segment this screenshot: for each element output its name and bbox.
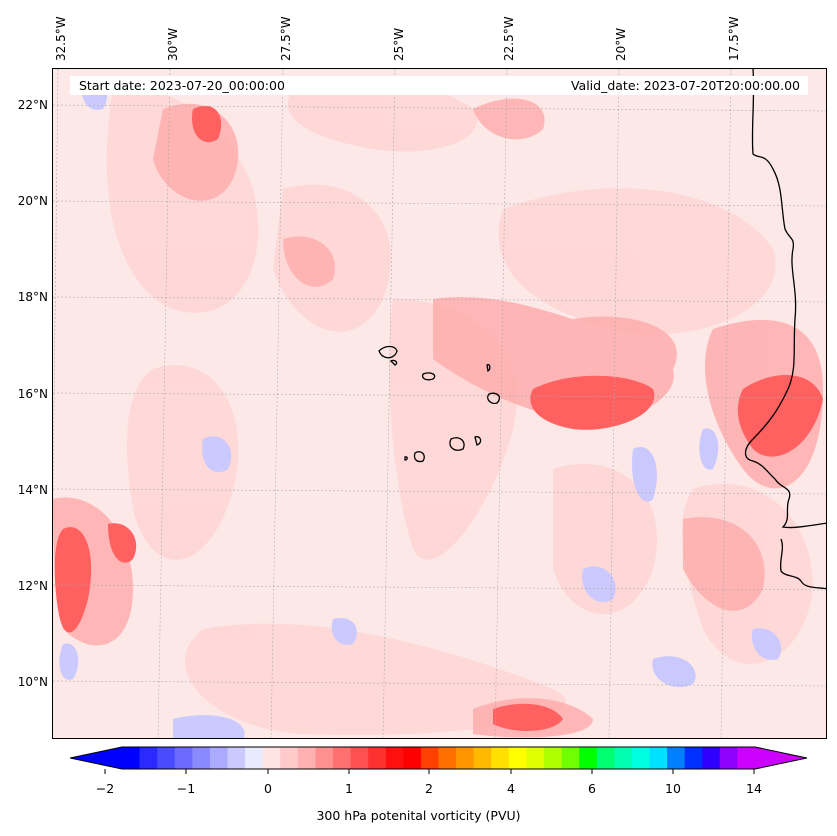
colorbar-swatch [403,747,422,769]
pv-contours-light [106,78,813,736]
colorbar-tick-label: −2 [95,781,115,796]
colorbar-swatch [297,747,316,769]
colorbar-title: 300 hPa potenital vorticity (PVU) [316,808,521,823]
latitude-label: 10°N [17,675,48,689]
colorbar-swatch [385,747,404,769]
longitude-label: 32.5°W [54,16,68,61]
colorbar [70,746,808,774]
latitude-label: 16°N [17,387,48,401]
info-bar [70,76,808,95]
colorbar-swatch [227,747,246,769]
colorbar-swatch [262,747,281,769]
colorbar-swatch [579,747,598,769]
colorbar-swatch [350,747,369,769]
latitude-label: 20°N [17,194,48,208]
longitude-label: 30°W [166,27,180,61]
colorbar-swatch [122,747,141,769]
colorbar-swatch [192,747,211,769]
colorbar-swatch [174,747,193,769]
colorbar-swatch [631,747,650,769]
latitude-label: 14°N [17,483,48,497]
colorbar-swatch [719,747,738,769]
colorbar-swatch [280,747,299,769]
start-date-label: Start date: 2023-07-20_00:00:00 [79,78,285,93]
colorbar-tick-label: 6 [588,781,596,796]
colorbar-swatch [491,747,510,769]
colorbar-swatch [368,747,387,769]
colorbar-swatch [737,747,756,769]
cape-verde-islands [378,345,501,463]
colorbar-extend-min [70,747,122,769]
colorbar-swatch [245,747,264,769]
latitude-label: 18°N [17,290,48,304]
colorbar-swatch [667,747,686,769]
longitude-label: 27.5°W [279,16,293,61]
colorbar-swatch [315,747,334,769]
colorbar-tick-label: 14 [746,781,762,796]
graticule [53,69,826,738]
colorbar-extend-max [755,747,807,769]
colorbar-tick-label: 0 [264,781,272,796]
latitude-label: 22°N [17,98,48,112]
colorbar-tick-label: 2 [425,781,433,796]
latitude-label: 12°N [17,579,48,593]
colorbar-swatch [614,747,633,769]
colorbar-swatch [596,747,615,769]
colorbar-swatch [526,747,545,769]
colorbar-swatch [333,747,352,769]
colorbar-swatch [157,747,176,769]
colorbar-swatch [508,747,527,769]
pv-field-map [53,69,826,738]
colorbar-swatch [561,747,580,769]
pv-contours-negative [59,78,782,738]
colorbar-swatch [456,747,475,769]
colorbar-tick-label: 4 [507,781,515,796]
colorbar-tick-label: −1 [176,781,196,796]
longitude-label: 25°W [392,27,406,61]
longitude-label: 17.5°W [727,16,741,61]
colorbar-swatch [544,747,563,769]
colorbar-swatch [473,747,492,769]
valid-date-label: Valid_date: 2023-07-20T20:00:00.00 [570,78,800,93]
africa-coastline [744,69,826,590]
colorbar-tick-label: 1 [345,781,353,796]
colorbar-swatch [209,747,228,769]
colorbar-swatch [438,747,457,769]
colorbar-outline [70,746,808,770]
colorbar-swatch [649,747,668,769]
colorbar-swatch [702,747,721,769]
colorbar-swatch [420,747,439,769]
colorbar-tick-label: 10 [665,781,681,796]
pv-contours-strong [54,105,823,731]
map-panel [52,68,827,739]
colorbar-swatch [684,747,703,769]
longitude-label: 22.5°W [502,16,516,61]
colorbar-swatch [139,747,158,769]
longitude-label: 20°W [614,27,628,61]
